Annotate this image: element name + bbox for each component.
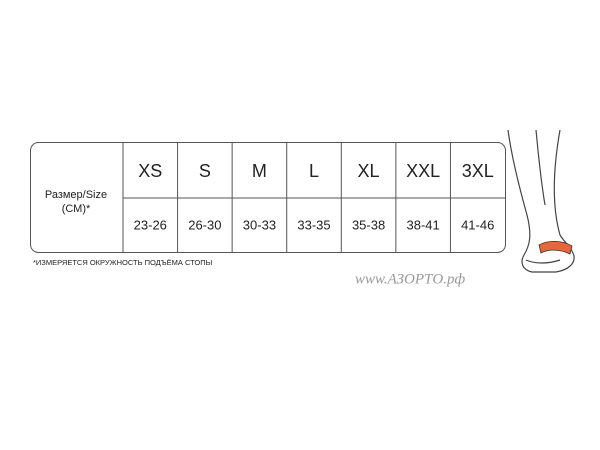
size-label: M: [252, 161, 267, 181]
size-label: 3XL: [462, 161, 494, 181]
leg-detail: [535, 129, 546, 206]
size-range: 35-38: [352, 217, 385, 232]
table-border: [30, 142, 506, 253]
size-range: 26-30: [188, 217, 221, 232]
size-range: 38-41: [407, 217, 440, 232]
watermark: www.АЗОРТО.рф: [355, 271, 465, 287]
measure-band: [538, 240, 573, 255]
row-label: Размер/Size: [45, 189, 107, 201]
size-range: 33-35: [297, 217, 330, 232]
row-label: (СМ)*: [62, 203, 91, 215]
size-range: 23-26: [134, 217, 167, 232]
size-label: L: [309, 161, 319, 181]
size-label: XXL: [406, 161, 440, 181]
sock-line: [525, 259, 561, 264]
size-range: 30-33: [243, 217, 276, 232]
size-label: XS: [138, 161, 162, 181]
footnote: *ИЗМЕРЯЕТСЯ ОКРУЖНОСТЬ ПОДЪЁМА СТОПЫ: [33, 258, 213, 267]
leg-illustration: [507, 129, 575, 273]
size-range: 41-46: [461, 217, 494, 232]
size-label: S: [199, 161, 211, 181]
size-label: XL: [358, 161, 380, 181]
leg-outline: [507, 129, 575, 273]
